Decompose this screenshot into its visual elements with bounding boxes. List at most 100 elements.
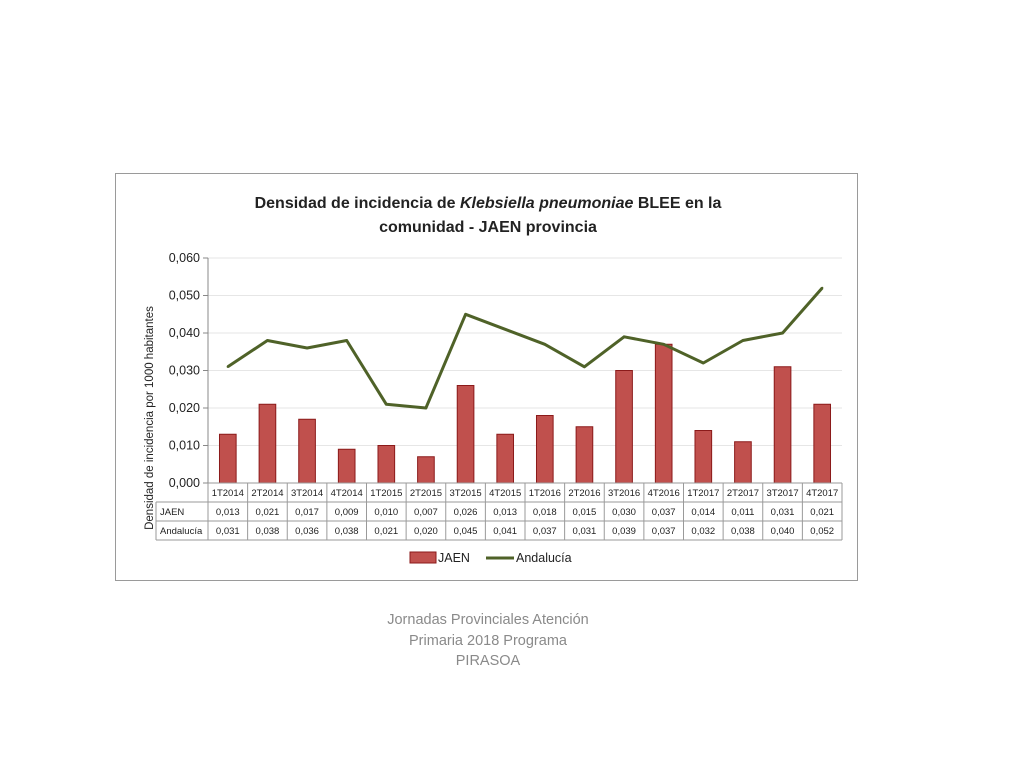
data-label: 0,039 bbox=[612, 526, 636, 537]
andalucia-point-3T2015 bbox=[464, 313, 467, 316]
chart-frame: Densidad de incidencia de Klebsiella pne… bbox=[115, 173, 858, 581]
y-tick-labels: 0,000 0,010 0,020 0,030 0,040 0,050 0,060 bbox=[169, 251, 200, 490]
footer-line3: PIRASOA bbox=[455, 653, 521, 669]
title-prefix: Densidad de incidencia de bbox=[255, 195, 460, 212]
bar-4T2015 bbox=[496, 433, 515, 484]
category-label: 4T2016 bbox=[648, 488, 680, 499]
data-label: 0,030 bbox=[612, 507, 636, 518]
andalucia-point-2T2017 bbox=[741, 339, 745, 342]
data-label: 0,040 bbox=[771, 526, 795, 537]
data-label: 0,026 bbox=[454, 507, 478, 518]
andalucia-point-3T2017 bbox=[781, 331, 784, 335]
data-label: 0,037 bbox=[652, 507, 676, 518]
andalucia-point-3T2016 bbox=[622, 335, 626, 338]
y-tick-label: 0,010 bbox=[169, 439, 200, 453]
bar-4T2016 bbox=[654, 343, 673, 484]
andalucia-point-2T2015 bbox=[424, 406, 428, 410]
y-axis-label: Densidad de incidencia por 1000 habitant… bbox=[144, 306, 156, 530]
data-label: 0,013 bbox=[216, 507, 240, 518]
legend-jaen-swatch bbox=[409, 551, 437, 564]
table-series-name: JAEN bbox=[160, 507, 184, 518]
footer: Jornadas Provinciales Atención Primaria … bbox=[330, 610, 646, 672]
andalucia-point-4T2016 bbox=[662, 343, 665, 346]
category-label: 2T2015 bbox=[410, 488, 442, 499]
bar-4T2014 bbox=[337, 448, 356, 484]
footer-line2: Primaria 2018 Programa bbox=[409, 632, 567, 649]
category-label: 1T2014 bbox=[212, 488, 244, 499]
andalucia-point-2T2014 bbox=[266, 339, 269, 342]
data-label: 0,018 bbox=[533, 507, 557, 518]
andalucia-line bbox=[226, 286, 824, 410]
category-label: 1T2015 bbox=[370, 488, 402, 499]
category-label: 3T2015 bbox=[449, 488, 481, 499]
legend-andalucia-label: Andalucía bbox=[516, 551, 572, 565]
legend-jaen-label: JAEN bbox=[438, 551, 470, 565]
data-label: 0,031 bbox=[216, 526, 240, 537]
andalucia-point-1T2015 bbox=[385, 403, 388, 406]
data-label: 0,011 bbox=[731, 507, 754, 518]
legend: JAEN Andalucía bbox=[409, 551, 572, 565]
bar-1T2016 bbox=[535, 415, 554, 484]
category-label: 1T2017 bbox=[687, 488, 719, 499]
data-label: 0,031 bbox=[771, 507, 795, 518]
data-label: 0,038 bbox=[256, 526, 280, 537]
bar-1T2014 bbox=[218, 433, 237, 484]
bar-2T2015 bbox=[417, 456, 435, 484]
data-label: 0,045 bbox=[454, 526, 478, 537]
category-label: 3T2014 bbox=[291, 488, 323, 499]
data-label: 0,013 bbox=[493, 507, 517, 518]
andalucia-point-1T2014 bbox=[226, 365, 230, 368]
chart-title-line1: Densidad de incidencia de Klebsiella pne… bbox=[255, 195, 722, 212]
andalucia-point-3T2014 bbox=[305, 346, 309, 350]
andalucia-point-4T2014 bbox=[345, 339, 348, 342]
bar-3T2017 bbox=[773, 366, 792, 484]
category-label: 4T2017 bbox=[806, 488, 838, 499]
y-tick-label: 0,020 bbox=[169, 401, 200, 415]
andalucia-series-line bbox=[226, 287, 824, 410]
andalucia-point-4T2015 bbox=[503, 328, 507, 331]
category-label: 4T2014 bbox=[331, 488, 363, 499]
title-suffix: BLEE en la bbox=[633, 195, 721, 212]
title-italic: Klebsiella pneumoniae bbox=[460, 195, 633, 212]
category-label: 1T2016 bbox=[529, 488, 561, 499]
jaen-bars bbox=[218, 343, 832, 484]
data-label: 0,031 bbox=[573, 526, 597, 537]
data-label: 0,020 bbox=[414, 526, 438, 537]
y-tick-label: 0,050 bbox=[169, 289, 200, 303]
data-label: 0,052 bbox=[810, 526, 834, 537]
category-label: 3T2017 bbox=[766, 488, 798, 499]
data-label: 0,038 bbox=[335, 526, 359, 537]
bar-3T2015 bbox=[456, 385, 475, 484]
bar-2T2016 bbox=[575, 426, 594, 484]
footer-line1: Jornadas Provinciales Atención bbox=[387, 612, 589, 628]
category-label: 2T2014 bbox=[251, 488, 283, 499]
data-label: 0,021 bbox=[810, 507, 834, 518]
chart: Densidad de incidencia de Klebsiella pne… bbox=[144, 195, 843, 565]
category-label: 2T2017 bbox=[727, 488, 759, 499]
data-label: 0,032 bbox=[691, 526, 715, 537]
data-label: 0,021 bbox=[256, 507, 280, 518]
bar-2T2014 bbox=[258, 403, 277, 484]
data-label: 0,017 bbox=[295, 507, 319, 518]
andalucia-point-4T2017 bbox=[820, 286, 824, 290]
data-label: 0,037 bbox=[533, 526, 557, 537]
data-label: 0,014 bbox=[691, 507, 715, 518]
y-tick-label: 0,060 bbox=[169, 251, 200, 265]
table-series-name: Andalucía bbox=[160, 526, 203, 537]
category-label: 2T2016 bbox=[568, 488, 600, 499]
bar-3T2016 bbox=[615, 370, 633, 484]
data-label: 0,009 bbox=[335, 507, 359, 518]
data-label: 0,038 bbox=[731, 526, 755, 537]
bar-1T2017 bbox=[694, 430, 713, 484]
bar-4T2017 bbox=[813, 403, 832, 484]
data-label: 0,010 bbox=[374, 507, 398, 518]
data-label: 0,007 bbox=[414, 507, 438, 518]
data-label: 0,036 bbox=[295, 526, 319, 537]
andalucia-point-1T2016 bbox=[543, 343, 547, 346]
y-tick-label: 0,000 bbox=[169, 476, 200, 490]
andalucia-point-2T2016 bbox=[583, 365, 586, 368]
andalucia-point-1T2017 bbox=[702, 361, 705, 365]
category-label: 3T2016 bbox=[608, 488, 640, 499]
bar-2T2017 bbox=[734, 441, 752, 484]
data-label: 0,021 bbox=[374, 526, 398, 537]
